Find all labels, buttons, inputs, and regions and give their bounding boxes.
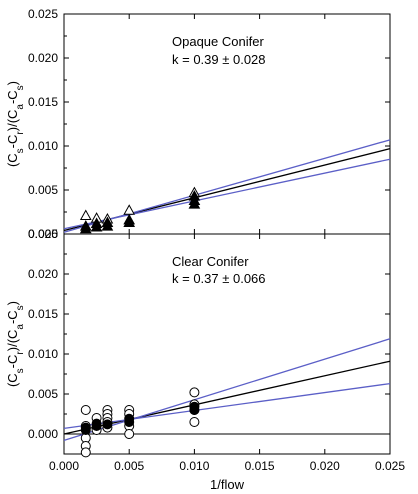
top-y-tick-label: 0.020	[28, 51, 58, 65]
top-filled-triangle-point	[79, 220, 92, 231]
top-y-tick-label: 0.000	[28, 227, 58, 241]
bottom-y-title-part: )/(C	[5, 330, 20, 352]
top-y-title-part: )	[5, 81, 20, 85]
top-y-tick-label: 0.015	[28, 95, 58, 109]
top-y-title-part: )/(C	[5, 110, 20, 132]
bottom-y-title-part: a	[15, 324, 26, 330]
top-y-tick-label: 0.005	[28, 183, 58, 197]
bottom-ci-lower-line	[63, 382, 391, 430]
bottom-y-title-part: -C	[5, 310, 20, 324]
bottom-filled-circle-point	[124, 413, 135, 424]
bottom-filled-circle-point	[91, 418, 102, 429]
top-open-triangle-point	[79, 209, 92, 221]
bottom-open-circle-point	[189, 387, 200, 398]
bottom-x-tick-label: 0.015	[245, 459, 275, 473]
top-y-tick-label: 0.010	[28, 139, 58, 153]
top-ci-lower-line	[63, 158, 391, 230]
bottom-y-title-part: r	[15, 351, 26, 355]
bottom-y-title-part: (C	[5, 373, 20, 387]
bottom-annotation-title: Clear Conifer	[172, 254, 249, 269]
top-y-title-part: s	[15, 148, 26, 153]
x-axis-title: 1/flow	[210, 477, 245, 492]
bottom-y-tick-label: 0.015	[28, 307, 58, 321]
bottom-x-tick-label: 0.025	[375, 459, 405, 473]
bottom-x-tick-label: 0.000	[49, 459, 79, 473]
bottom-open-circle-point	[189, 417, 200, 427]
bottom-open-circle-point	[124, 429, 135, 439]
bottom-y-title-part: -C	[5, 355, 20, 369]
top-filled-triangle-point	[90, 217, 103, 228]
bottom-ci-upper-line	[63, 338, 391, 442]
bottom-y-title-part: s	[15, 368, 26, 373]
top-y-tick-label: 0.025	[28, 7, 58, 21]
top-y-title-part: r	[15, 131, 26, 135]
bottom-x-tick-label: 0.020	[310, 459, 340, 473]
bottom-filled-circle-point	[189, 401, 200, 412]
bottom-y-tick-label: 0.010	[28, 347, 58, 361]
bottom-y-tick-label: 0.000	[28, 427, 58, 441]
bottom-filled-circle-point	[102, 419, 113, 430]
top-y-title-part: a	[15, 104, 26, 110]
bottom-y-title-part: s	[15, 305, 26, 310]
top-annotation-title: Opaque Conifer	[172, 34, 264, 49]
top-y-title-part: -C	[5, 135, 20, 149]
top-y-title-part: -C	[5, 90, 20, 104]
bottom-fit-line	[63, 360, 391, 435]
bottom-filled-circle-point	[80, 422, 91, 433]
top-filled-triangle-point	[101, 216, 114, 228]
bottom-y-title-part: )	[5, 301, 20, 305]
top-annotation-k: k = 0.39 ± 0.028	[172, 52, 266, 67]
bottom-x-tick-label: 0.005	[114, 459, 144, 473]
bottom-y-tick-label: 0.020	[28, 267, 58, 281]
top-panel: 0.000 0.005 0.010 0.015 0.020 0.025	[28, 7, 391, 241]
top-filled-triangle-point	[123, 213, 136, 225]
bottom-y-tick-label: 0.025	[28, 227, 58, 241]
top-y-title-part: (C	[5, 153, 20, 167]
bottom-annotation-k: k = 0.37 ± 0.066	[172, 271, 266, 286]
top-open-triangle-point	[123, 204, 136, 215]
top-y-title-part: s	[15, 85, 26, 90]
bottom-y-tick-label: 0.005	[28, 387, 58, 401]
bottom-open-circle-point	[80, 447, 91, 458]
top-y-axis-title: (Cs-Cr)/(Ca-Cs)	[5, 81, 26, 167]
top-filled-triangle-point	[188, 190, 201, 201]
bottom-open-circle-point	[80, 405, 91, 415]
bottom-x-tick-label: 0.010	[179, 459, 209, 473]
bottom-y-axis-title: (Cs-Cr)/(Ca-Cs)	[5, 301, 26, 387]
